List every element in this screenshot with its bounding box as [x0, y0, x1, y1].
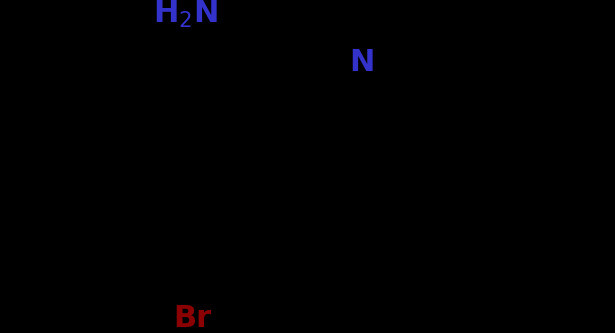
Text: H$_2$N: H$_2$N	[153, 0, 218, 30]
Text: Br: Br	[173, 304, 212, 333]
Text: N: N	[350, 48, 375, 77]
